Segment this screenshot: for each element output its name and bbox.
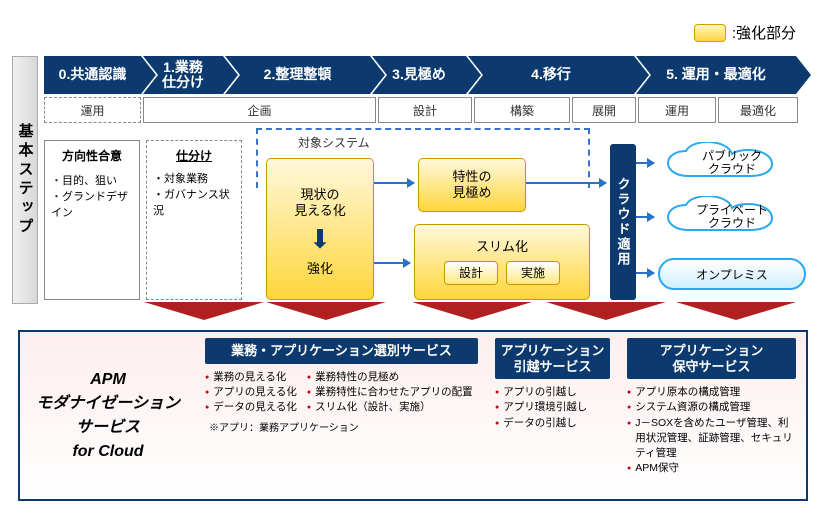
svc-head: アプリケーション引越サービス <box>495 338 610 379</box>
box-sort-title: 仕分け <box>153 147 235 164</box>
phase: 0.共通認識 <box>44 56 141 94</box>
genjo-label: 現状の見える化 <box>294 187 346 218</box>
stage: 構築 <box>474 97 570 123</box>
stage: 最適化 <box>718 97 798 123</box>
svc-migration: アプリケーション引越サービス アプリの引越しアプリ環境引越しデータの引越し <box>486 332 618 499</box>
apm-title: APMモダナイゼーションサービスfor Cloud <box>20 332 196 499</box>
svc-head: 業務・アプリケーション選別サービス <box>205 338 478 364</box>
stage-row: 運用企画設計構築展開運用最適化 <box>44 97 808 123</box>
legend-swatch <box>694 24 726 42</box>
legend: :強化部分 <box>694 22 796 43</box>
phase: 5. 運用・最適化 <box>636 56 796 94</box>
arrow-3 <box>636 162 654 164</box>
phase: 3.見極め <box>372 56 466 94</box>
cloud-private: プライベートクラウド <box>658 196 806 238</box>
slim-label: スリム化 <box>476 239 528 255</box>
arrow-6 <box>374 262 410 264</box>
box-genjo: 現状の見える化 ⬇ 強化 <box>266 158 374 300</box>
legend-label: :強化部分 <box>732 22 796 43</box>
phase: 4.移行 <box>468 56 634 94</box>
box-direction-items: 目的、狙いグランドデザイン <box>51 172 133 220</box>
arrow-4 <box>636 216 654 218</box>
down-arrow-icon: ⬇ <box>309 224 331 255</box>
box-slim: スリム化 設計 実施 <box>414 224 590 300</box>
box-sort-items: 対象業務ガバナンス状況 <box>153 170 235 218</box>
box-direction-title: 方向性合意 <box>51 147 133 164</box>
red-tri-3 <box>412 302 532 320</box>
bottom-panel: APMモダナイゼーションサービスfor Cloud 業務・アプリケーション選別サ… <box>18 330 808 501</box>
red-tri-2 <box>266 302 386 320</box>
box-direction: 方向性合意 目的、狙いグランドデザイン <box>44 140 140 300</box>
svc-maintenance: アプリケーション保守サービス アプリ原本の構成管理システム資源の構成管理J－SO… <box>618 332 804 499</box>
arrow-1 <box>374 182 414 184</box>
onprem-box: オンプレミス <box>658 258 806 290</box>
red-tri-1 <box>144 302 264 320</box>
stage: 運用 <box>44 97 141 123</box>
phase: 2.整理整頓 <box>225 56 370 94</box>
cloud-public: パブリッククラウド <box>658 142 806 184</box>
cloud-apply-bar: クラウド適用 <box>610 144 636 300</box>
phase-row: 0.共通認識1.業務仕分け2.整理整頓3.見極め4.移行5. 運用・最適化 <box>44 56 808 94</box>
stage: 運用 <box>638 97 716 123</box>
slim-sekkei: 設計 <box>444 261 498 285</box>
stage: 展開 <box>572 97 636 123</box>
slim-jisshi: 実施 <box>506 261 560 285</box>
red-tri-4 <box>546 302 666 320</box>
box-sort: 仕分け 対象業務ガバナンス状況 <box>146 140 242 300</box>
red-tri-5 <box>676 302 796 320</box>
stage: 企画 <box>143 97 376 123</box>
arrow-5 <box>636 272 654 274</box>
mid-area: 方向性合意 目的、狙いグランドデザイン 仕分け 対象業務ガバナンス状況 対象シス… <box>44 140 808 310</box>
svc-selection: 業務・アプリケーション選別サービス 業務の見える化アプリの見える化データの見える… <box>196 332 486 499</box>
arrow-2 <box>526 182 606 184</box>
sidebar-basic-steps: 基本ステップ <box>12 56 38 304</box>
svc-head: アプリケーション保守サービス <box>627 338 796 379</box>
stage: 設計 <box>378 97 472 123</box>
kyoka-label: 強化 <box>307 261 333 277</box>
box-tokusei: 特性の見極め <box>418 158 526 212</box>
